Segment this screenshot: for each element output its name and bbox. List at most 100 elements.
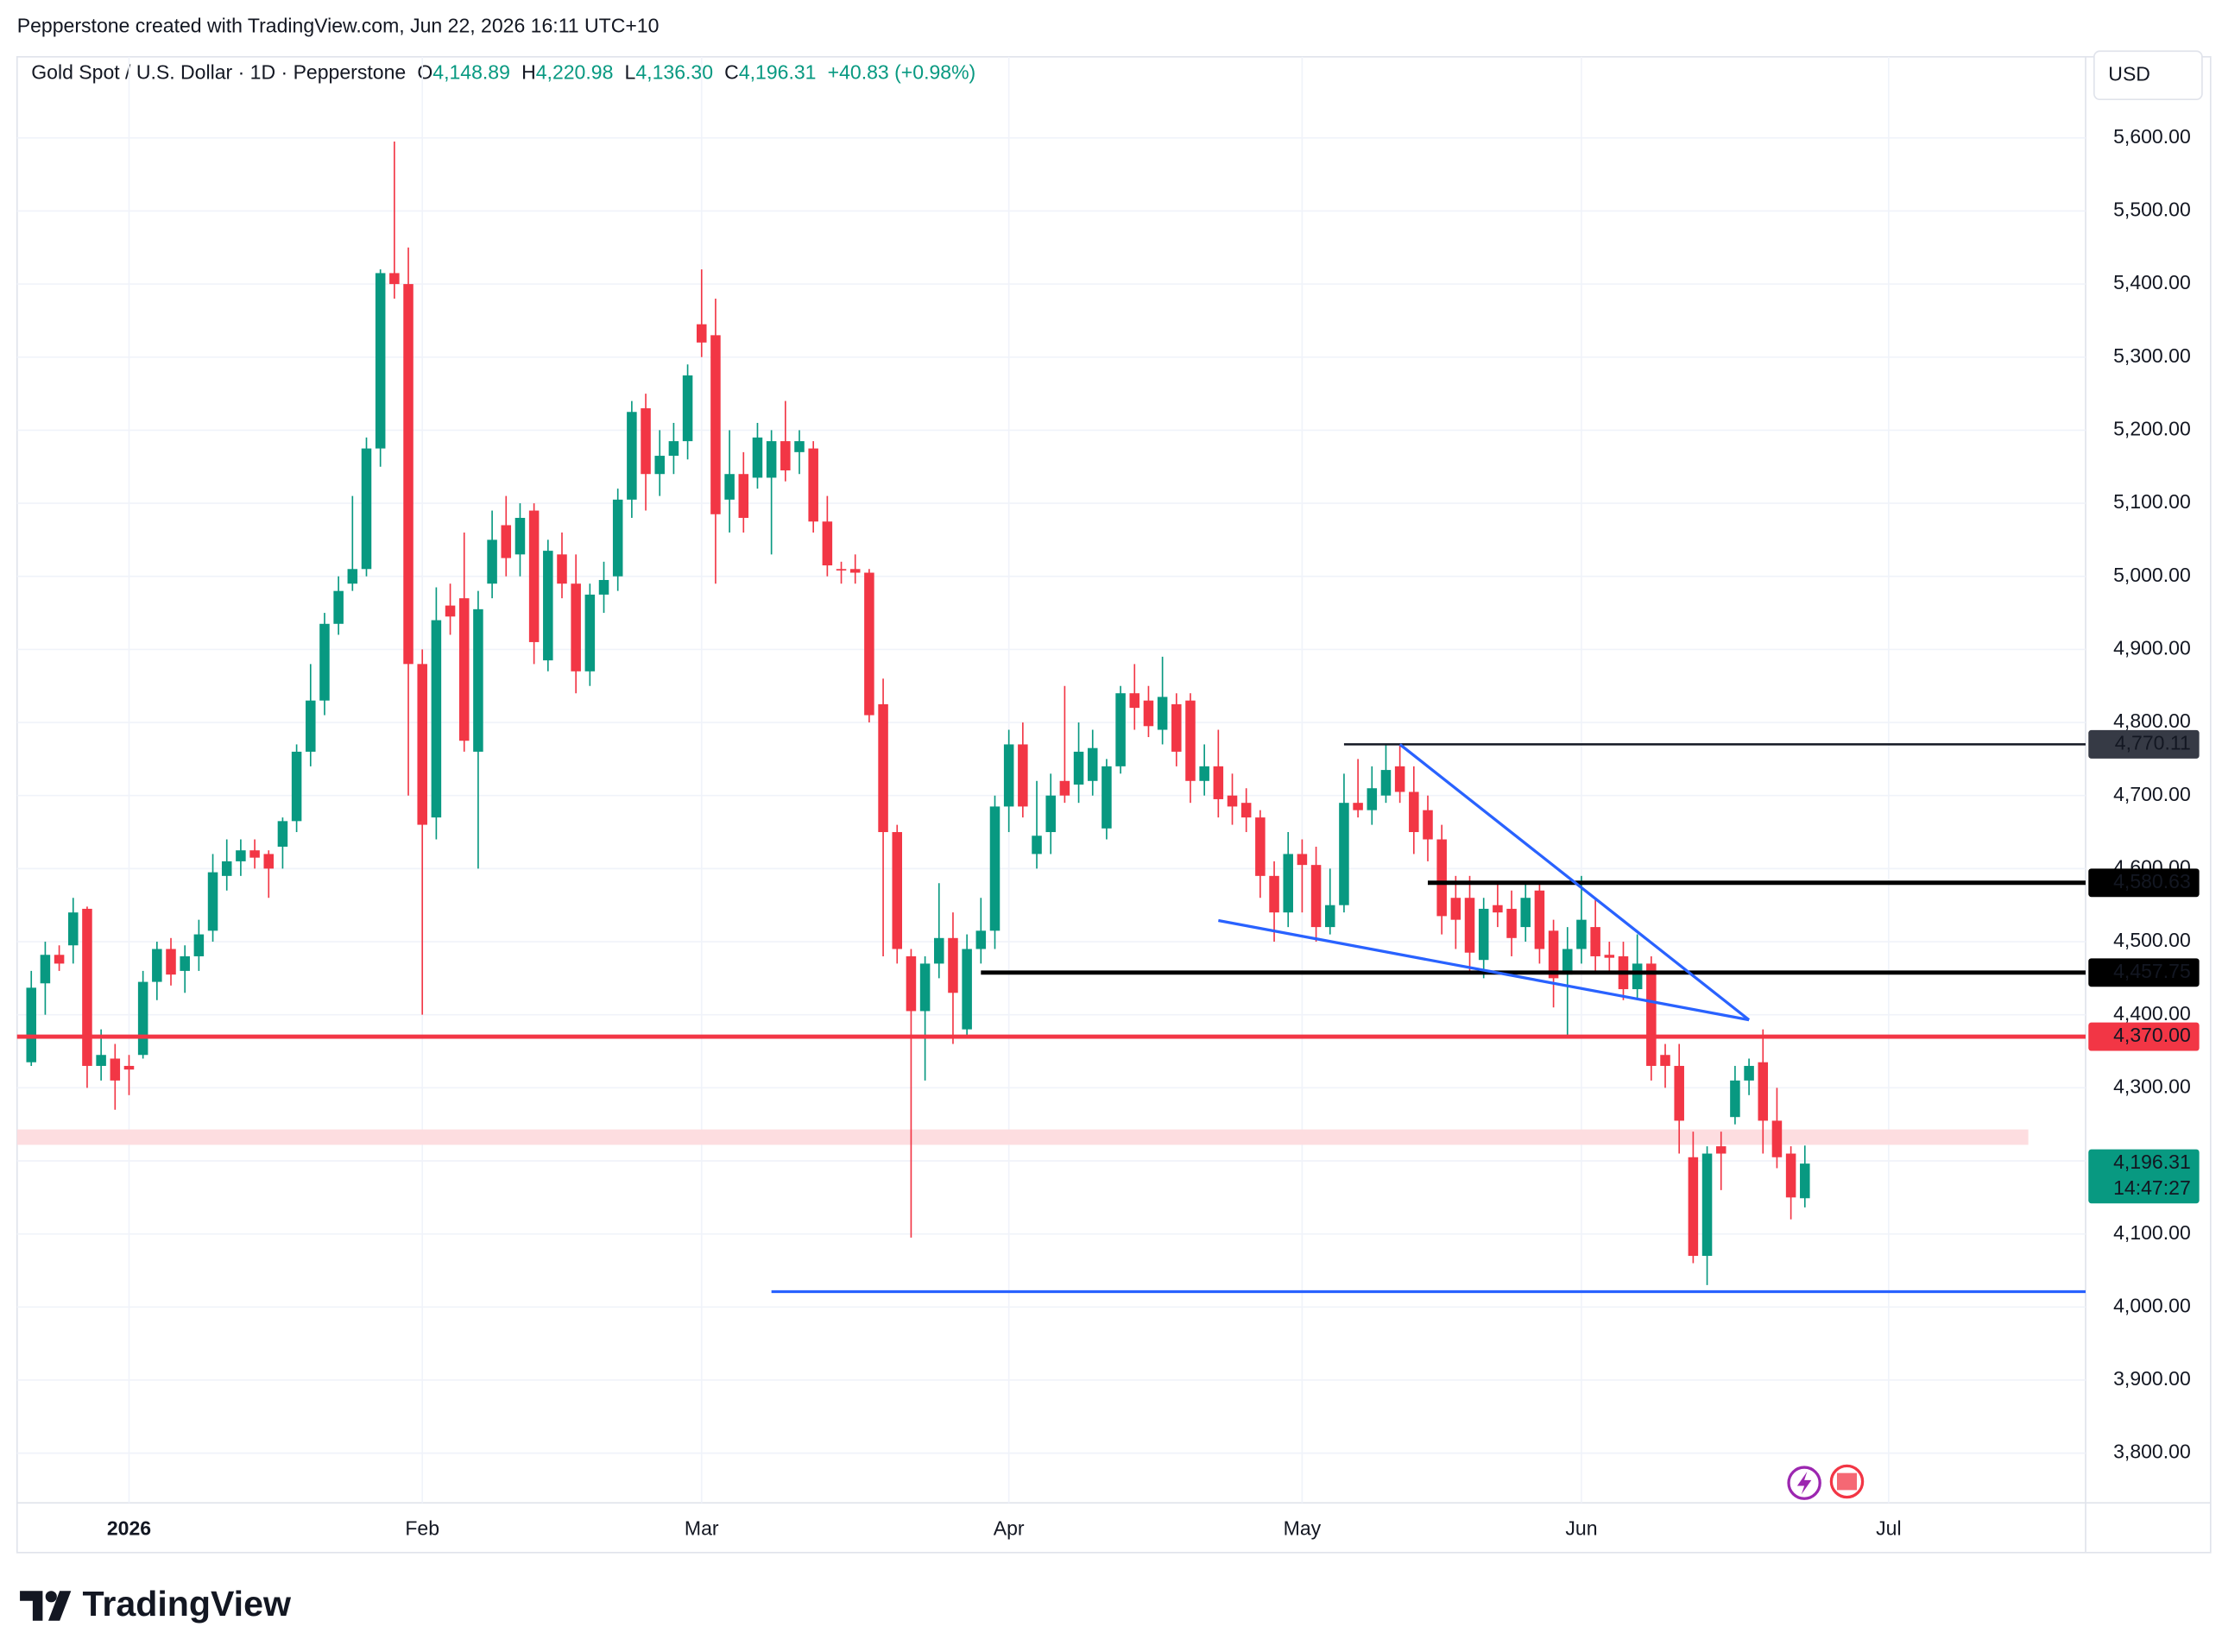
candle-body xyxy=(878,703,888,833)
o-key: O xyxy=(417,61,432,84)
candle-body xyxy=(1087,747,1098,781)
level-label-box xyxy=(2088,868,2200,898)
candle-body xyxy=(1450,898,1461,920)
level-label-box xyxy=(2088,1022,2200,1051)
candle-body xyxy=(1339,803,1349,905)
zone xyxy=(16,1129,2029,1145)
candle-body xyxy=(864,572,874,716)
candle-body xyxy=(627,412,637,500)
trend-line xyxy=(1218,918,1750,1022)
candle-body xyxy=(1227,795,1238,807)
candle-body xyxy=(892,832,903,949)
candle-body xyxy=(975,930,987,949)
y-tick-label: 5,100.00 xyxy=(2113,490,2191,513)
h-value: 4,220.98 xyxy=(536,61,614,84)
flag xyxy=(1836,1472,1858,1491)
candle-body xyxy=(849,569,861,573)
logo-mark xyxy=(20,1591,72,1621)
candle-body xyxy=(1744,1065,1754,1081)
candle-body xyxy=(697,324,707,343)
logo: TradingView xyxy=(20,1584,292,1624)
candle-body xyxy=(752,437,763,478)
candle-body xyxy=(1548,930,1559,979)
candle-body xyxy=(1506,908,1517,938)
candle-body xyxy=(836,569,847,571)
candle-body xyxy=(68,912,79,946)
candle-body xyxy=(333,590,344,624)
candle-body xyxy=(1380,770,1392,796)
currency[interactable]: USD xyxy=(2108,62,2150,85)
brand: TradingView xyxy=(82,1584,291,1624)
candle-body xyxy=(1283,854,1293,913)
candle-body xyxy=(1045,795,1056,833)
candle-body xyxy=(1367,788,1378,810)
candle-body xyxy=(1255,817,1266,876)
candle-body xyxy=(1785,1153,1796,1198)
candle-body xyxy=(291,751,302,822)
level-label: 4,580.63 xyxy=(2113,870,2191,892)
symbol: Gold Spot / U.S. Dollar · 1D · Peppersto… xyxy=(31,61,406,84)
y-tick-label: 3,900.00 xyxy=(2113,1367,2191,1390)
candle-body xyxy=(1269,875,1279,913)
candle-body xyxy=(193,934,205,956)
candle-body xyxy=(514,518,526,555)
candle-body xyxy=(1493,905,1503,913)
level-label: 4,457.75 xyxy=(2113,960,2191,982)
candle-body xyxy=(1199,766,1209,781)
candle-body xyxy=(1464,898,1475,953)
y-tick-label: 5,000.00 xyxy=(2113,564,2191,586)
candle-body xyxy=(487,539,497,584)
candle-body xyxy=(277,821,288,847)
candle-body xyxy=(96,1055,106,1066)
candle-body xyxy=(1171,703,1182,752)
x-tick-label: 2026 xyxy=(107,1517,151,1540)
y-tick-label: 4,700.00 xyxy=(2113,783,2191,805)
candle-body xyxy=(612,499,623,577)
trend-line xyxy=(1398,743,1751,1021)
candle-body xyxy=(641,408,651,475)
l-value: 4,136.30 xyxy=(635,61,713,84)
x-tick-label: Jun xyxy=(1565,1517,1597,1540)
candle-body xyxy=(1562,949,1573,975)
candle-body xyxy=(1660,1055,1670,1066)
candle-body xyxy=(249,850,260,858)
candle-body xyxy=(571,583,581,672)
candle-body xyxy=(1590,927,1600,956)
currency-box[interactable] xyxy=(2093,50,2203,101)
candle-body xyxy=(962,949,972,1030)
candle-body xyxy=(40,955,51,984)
y-tick-label: 4,500.00 xyxy=(2113,929,2191,951)
y-tick-label: 4,400.00 xyxy=(2113,1002,2191,1025)
attribution: Pepperstone created with TradingView.com… xyxy=(17,14,660,36)
candle-body xyxy=(557,554,567,584)
candle-body xyxy=(1534,890,1545,949)
candle-body xyxy=(1129,693,1140,709)
candle-body xyxy=(1213,766,1224,799)
candle-body xyxy=(319,623,330,701)
candle-body xyxy=(528,510,540,642)
candle-body xyxy=(1646,963,1657,1066)
candle-body xyxy=(668,441,679,457)
candle-body xyxy=(1604,955,1615,958)
candle-body xyxy=(375,273,386,449)
candle-body xyxy=(1073,751,1084,785)
candle-body xyxy=(1018,744,1028,807)
candle-body xyxy=(1688,1157,1699,1257)
candle-body xyxy=(347,569,358,584)
event-icons[interactable] xyxy=(1787,1464,1865,1500)
candle-body xyxy=(682,375,693,442)
candle-body xyxy=(808,448,818,522)
y-tick-label: 3,800.00 xyxy=(2113,1441,2191,1463)
candle-body xyxy=(1297,854,1308,866)
y-tick-label: 4,300.00 xyxy=(2113,1075,2191,1097)
y-tick-label: 4,000.00 xyxy=(2113,1294,2191,1316)
candle-body xyxy=(1115,693,1126,766)
candle-body xyxy=(794,441,805,452)
candle-body xyxy=(207,872,218,931)
candle-body xyxy=(137,981,148,1056)
candle-body xyxy=(458,598,470,741)
candle-body xyxy=(584,594,596,672)
candle-body xyxy=(82,908,92,1066)
candle-body xyxy=(1310,865,1322,928)
